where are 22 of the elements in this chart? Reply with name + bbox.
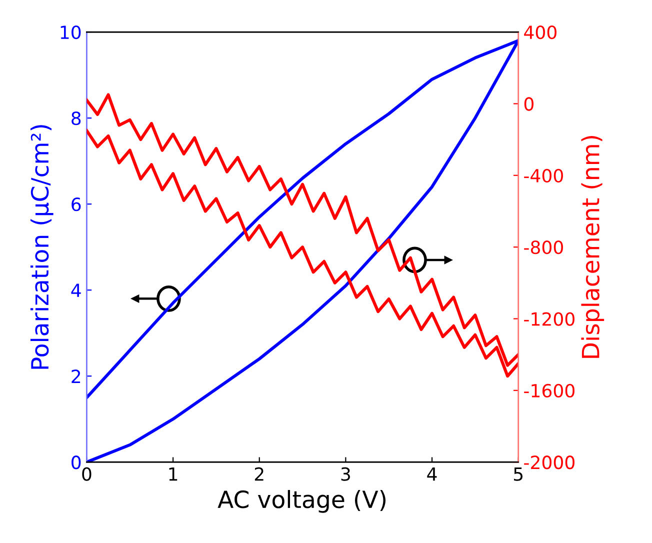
y2-tick-label: 0 xyxy=(524,97,534,111)
x-tick-label: 1 xyxy=(169,468,178,481)
y2-tick-label: 400 xyxy=(524,25,556,40)
x-axis-title: AC voltage (V) xyxy=(218,490,386,513)
y2-tick-label: -2000 xyxy=(524,456,574,470)
y2-tick-label: -800 xyxy=(524,240,563,254)
x-tick-label: 0 xyxy=(82,467,92,481)
y2-axis-title: Displacement (nm) xyxy=(581,136,604,358)
y2-tick-label: -1600 xyxy=(524,384,574,398)
y-tick-label: 2 xyxy=(72,370,80,383)
y-tick-label: 6 xyxy=(72,198,81,212)
y-tick-label: 4 xyxy=(71,284,81,297)
x-tick-label: 2 xyxy=(254,467,264,481)
y-axis-title: Polarization (µC/cm²) xyxy=(30,125,54,369)
x-tick-label: 4 xyxy=(427,468,437,481)
y2-tick-label: -1200 xyxy=(524,312,574,326)
y2-tick-label: -400 xyxy=(524,168,563,183)
x-tick-label: 3 xyxy=(341,467,350,481)
y-tick-label: 10 xyxy=(60,25,81,40)
x-tick-label: 5 xyxy=(514,468,523,481)
y-tick-label: 0 xyxy=(72,456,81,470)
y-tick-label: 8 xyxy=(72,112,81,126)
